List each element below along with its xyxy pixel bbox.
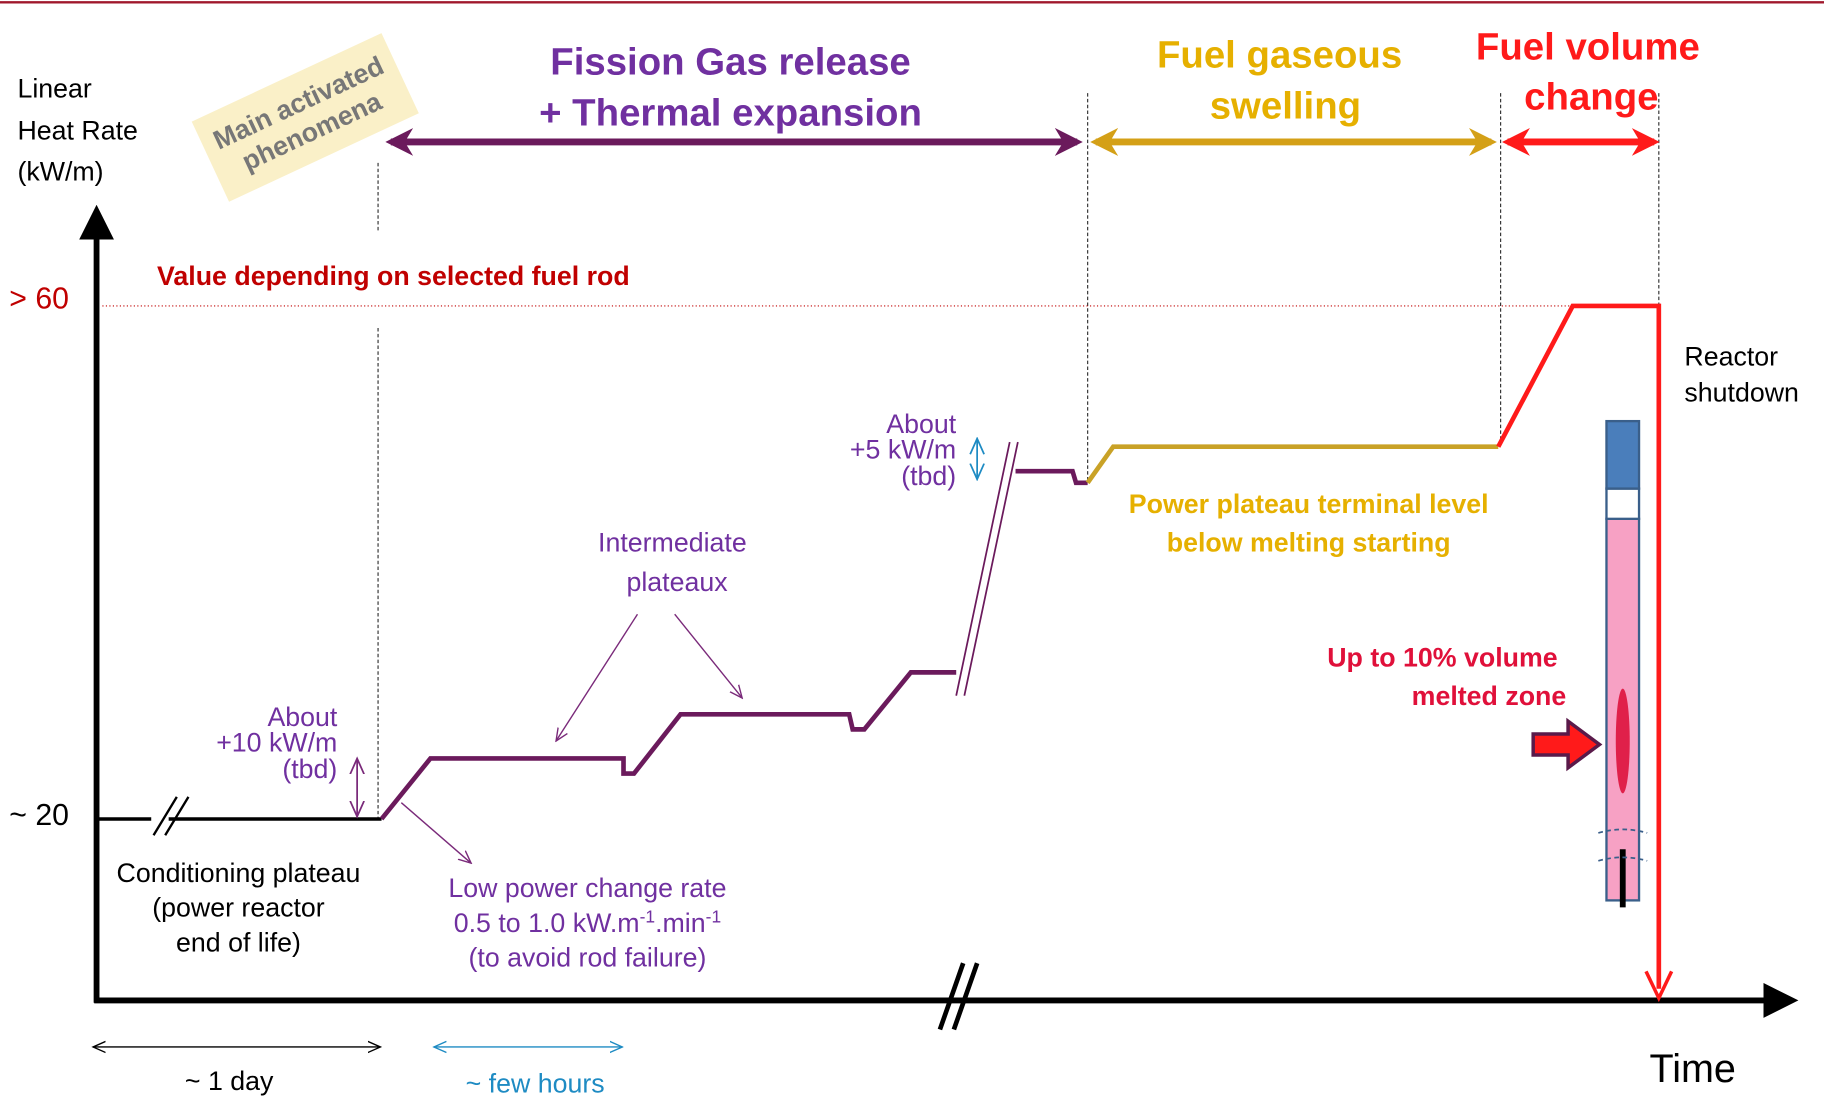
shutdown-label: Reactor <box>1684 341 1778 371</box>
phase-label: Fuel gaseous <box>1157 33 1402 76</box>
diagram: Main activated phenomena Linear Heat Rat… <box>0 0 1824 1097</box>
phase-dividers <box>378 93 1659 820</box>
pointer <box>401 803 471 863</box>
axis-break <box>940 963 977 1029</box>
conditioning-label: end of life) <box>176 928 301 958</box>
y-axis-label: Heat Rate <box>17 116 137 146</box>
intermediate-label: plateaux <box>626 567 728 597</box>
curve-break <box>154 797 189 835</box>
melted-label: Up to 10% volume <box>1327 643 1557 673</box>
intermediate-label: Intermediate <box>598 527 747 557</box>
level-label: > 60 <box>9 282 69 315</box>
step-label: +5 kW/m <box>850 434 956 464</box>
phase-label: swelling <box>1210 85 1361 128</box>
note: Value depending on selected fuel rod <box>157 261 630 291</box>
x-axis-label: Time <box>1650 1047 1736 1091</box>
ramp-label: Low power change rate <box>448 873 726 903</box>
plateau-label: Power plateau terminal level <box>1129 489 1489 519</box>
shutdown-label: shutdown <box>1684 377 1799 407</box>
ramp-label: (to avoid rod failure) <box>469 943 707 973</box>
duration-label: ~ 1 day <box>185 1066 274 1096</box>
plateau-label: below melting starting <box>1167 527 1451 557</box>
ramp-label: 0.5 to 1.0 kW.m-1.min-1 <box>454 906 721 937</box>
y-axis-label: Linear <box>17 74 91 104</box>
phase-label: Fuel volume <box>1476 25 1700 68</box>
step-label: (tbd) <box>282 754 337 784</box>
phase-label: + Thermal expansion <box>539 92 922 135</box>
labels: Linear Heat Rate (kW/m) Time Fission Gas… <box>9 25 1799 1097</box>
curve-break <box>956 442 1018 696</box>
curve-ramp <box>382 672 957 819</box>
conditioning-label: Conditioning plateau <box>117 858 361 888</box>
pointer <box>675 614 742 698</box>
duration-label: ~ few hours <box>466 1068 605 1097</box>
y-axis-label: (kW/m) <box>17 156 103 186</box>
ramp-text: 0.5 to 1.0 kW.m <box>454 908 640 938</box>
step-label: +10 kW/m <box>216 727 337 757</box>
curve-ramp <box>1016 471 1088 483</box>
ramp-text: .min <box>655 908 706 938</box>
melted-label: melted zone <box>1412 681 1567 711</box>
step-label: (tbd) <box>901 461 956 491</box>
level-label: ~ 20 <box>9 799 69 832</box>
phase-label: change <box>1524 75 1658 118</box>
superscript: -1 <box>640 906 656 926</box>
conditioning-label: (power reactor <box>152 893 325 923</box>
pointer <box>556 614 637 741</box>
curve-swelling <box>1088 447 1499 483</box>
superscript: -1 <box>706 906 722 926</box>
phase-label: Fission Gas release <box>550 40 911 83</box>
sticky-note: Main activated phenomena <box>192 33 419 202</box>
